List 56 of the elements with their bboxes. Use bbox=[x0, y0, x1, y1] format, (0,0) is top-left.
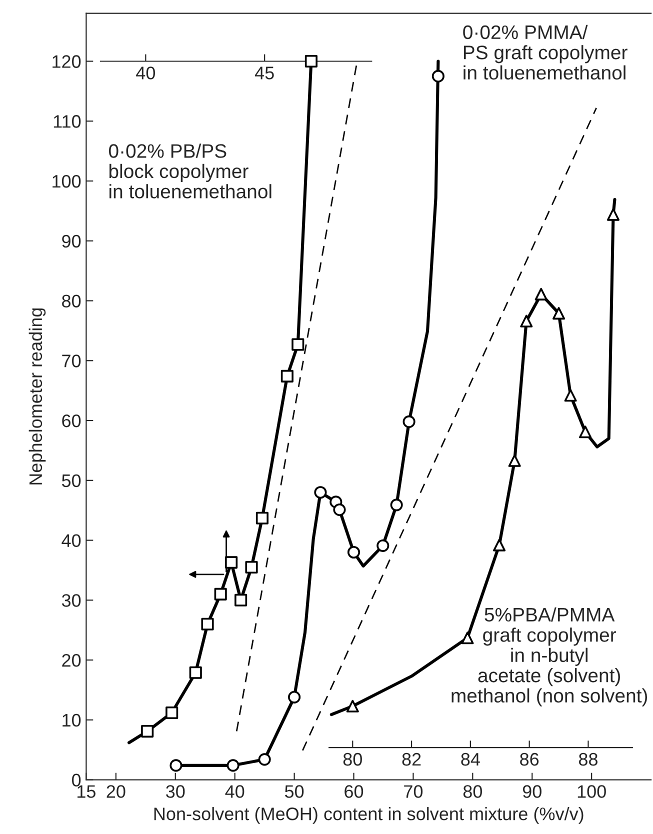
point bbox=[461, 632, 474, 644]
x-tick-label: 80 bbox=[343, 752, 362, 766]
x-axis-title: Non-solvent (MeOH) content in solvent mixture (%v/v) bbox=[154, 807, 584, 824]
point bbox=[347, 546, 360, 559]
point bbox=[606, 208, 620, 221]
point bbox=[314, 486, 327, 499]
annotation: 5%PBA/PMMA graft copolymer in n-butyl acetate (solvent) methanol (non solvent) bbox=[452, 607, 648, 706]
y-tick-label: 100 bbox=[52, 174, 81, 188]
x2-tick-label: 40 bbox=[136, 66, 156, 80]
y-tick-label: 120 bbox=[52, 55, 81, 68]
y-tick-label: 110 bbox=[54, 115, 81, 128]
y-tick-label: 70 bbox=[62, 354, 81, 368]
point bbox=[226, 759, 240, 772]
point bbox=[508, 454, 521, 467]
point bbox=[258, 753, 271, 766]
x-tick-label: 84 bbox=[461, 752, 480, 766]
point bbox=[520, 314, 533, 328]
point bbox=[170, 759, 182, 772]
point bbox=[346, 700, 359, 712]
y-tick-label: 20 bbox=[62, 654, 81, 667]
point bbox=[564, 389, 577, 402]
x-tick-label: 100 bbox=[578, 785, 606, 798]
x-tick-label: 20 bbox=[106, 785, 126, 798]
point bbox=[552, 307, 566, 320]
y-axis-title: Nephelometer reading bbox=[28, 308, 46, 484]
annotation: 0·02% PMMA/ PS graft copolymer in toluenemethanol bbox=[463, 24, 628, 80]
y-tick-label: 10 bbox=[62, 714, 81, 727]
x-tick-label: 80 bbox=[463, 785, 482, 798]
y-tick-label: 40 bbox=[62, 534, 81, 547]
x-tick-label: 70 bbox=[404, 785, 423, 798]
y-tick-label: 30 bbox=[62, 594, 81, 607]
y-tick-label: 60 bbox=[62, 414, 81, 428]
x-tick-label: 88 bbox=[578, 752, 598, 766]
x-tick-label: 86 bbox=[520, 752, 539, 766]
y-tick-label: 80 bbox=[62, 294, 81, 308]
point bbox=[390, 498, 403, 512]
point bbox=[288, 690, 301, 704]
x-tick-label: 50 bbox=[284, 785, 304, 798]
x-tick-label: 15 bbox=[78, 785, 96, 798]
point bbox=[432, 70, 444, 82]
y-tick-label: 90 bbox=[62, 234, 81, 248]
x-tick-label: 30 bbox=[166, 785, 185, 798]
point bbox=[402, 415, 416, 428]
point bbox=[493, 538, 506, 552]
annotation: 0·02% PB/PS block copolymer in toluenemethanol bbox=[108, 144, 272, 198]
x-tick-label: 40 bbox=[225, 785, 244, 798]
point bbox=[333, 503, 346, 516]
y-tick-label: 50 bbox=[62, 474, 81, 488]
point bbox=[376, 539, 390, 552]
x-tick-label: 60 bbox=[344, 785, 364, 798]
x-tick-label: 82 bbox=[402, 752, 421, 766]
x-tick-label: 90 bbox=[522, 785, 542, 798]
y-tick-label: 0 bbox=[72, 774, 81, 787]
x2-tick-label: 45 bbox=[254, 66, 274, 80]
point bbox=[579, 426, 592, 438]
point bbox=[534, 288, 548, 300]
